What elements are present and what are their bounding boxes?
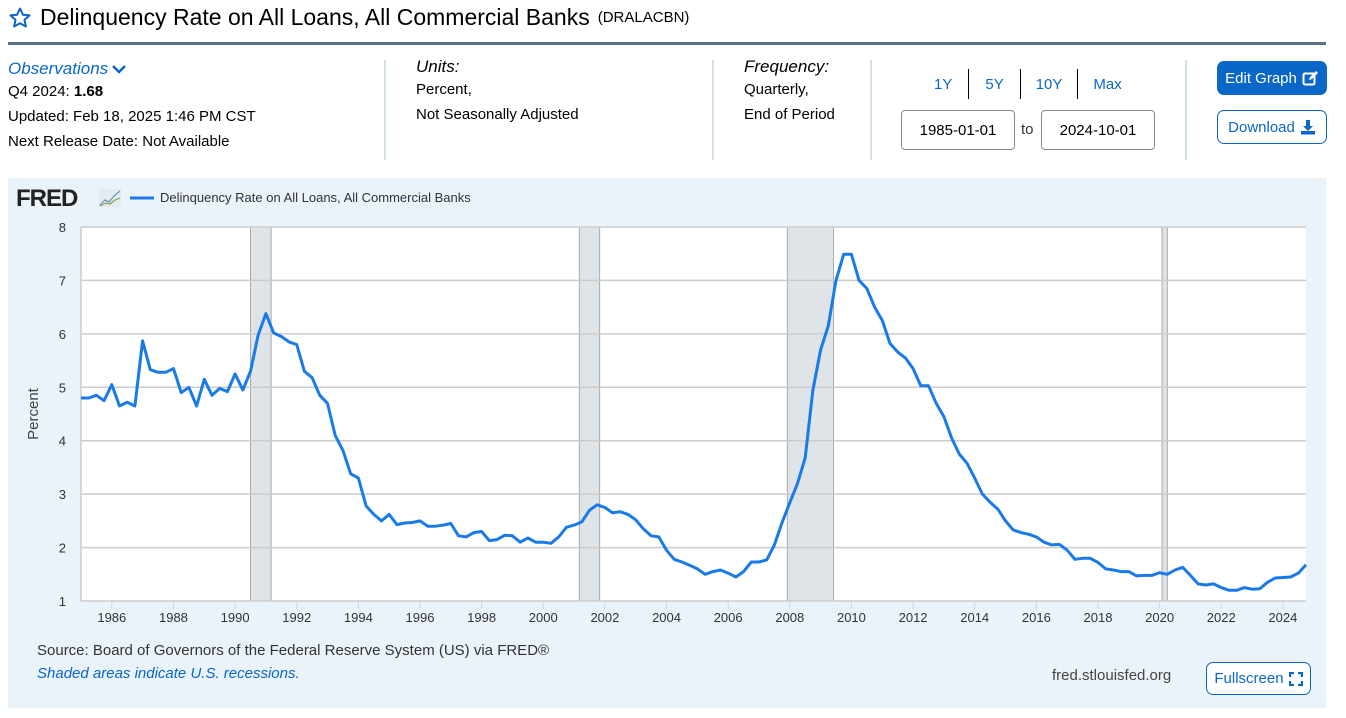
x-tick-label: 2012 <box>899 610 928 625</box>
y-tick-label: 6 <box>59 327 66 342</box>
end-date-input[interactable]: 2024-10-01 <box>1041 110 1155 150</box>
logo-chart-icon <box>99 189 121 207</box>
x-tick-label: 2018 <box>1084 610 1113 625</box>
range-to-label: to <box>1021 121 1034 138</box>
range-max-button[interactable]: Max <box>1093 75 1122 93</box>
latest-period: Q4 2024: <box>8 83 70 100</box>
units-label: Units: <box>416 57 460 76</box>
edit-graph-button[interactable]: Edit Graph <box>1217 61 1327 95</box>
y-tick-label: 5 <box>59 380 66 395</box>
y-axis-label: Percent <box>25 387 42 440</box>
download-icon <box>1300 120 1315 135</box>
range-1y-button[interactable]: 1Y <box>934 75 953 93</box>
x-tick-label: 2014 <box>960 610 989 625</box>
source-note: Source: Board of Governors of the Federa… <box>37 642 550 659</box>
y-tick-label: 7 <box>59 273 66 288</box>
x-tick-label: 2022 <box>1207 610 1236 625</box>
series-line <box>81 252 1308 592</box>
updated-date: Updated: Feb 18, 2025 1:46 PM CST <box>8 108 256 125</box>
divider <box>870 60 872 160</box>
divider <box>712 60 714 160</box>
site-url[interactable]: fred.stlouisfed.org <box>1052 667 1172 684</box>
divider <box>1019 69 1021 99</box>
y-tick-label: 2 <box>59 541 66 556</box>
range-10y-button[interactable]: 10Y <box>1035 75 1063 93</box>
fullscreen-label: Fullscreen <box>1214 670 1284 687</box>
y-tick-label: 3 <box>59 487 66 502</box>
frequency-block: Frequency: Quarterly, End of Period <box>744 57 835 127</box>
download-button[interactable]: Download <box>1217 110 1327 144</box>
x-tick-label: 2010 <box>837 610 866 625</box>
frequency-aggregation: End of Period <box>744 106 835 123</box>
recession-note[interactable]: Shaded areas indicate U.S. recessions. <box>37 665 300 682</box>
recession-shade <box>1162 227 1168 601</box>
x-tick-label: 2006 <box>714 610 743 625</box>
star-icon[interactable] <box>8 6 32 30</box>
x-tick-label: 2020 <box>1145 610 1174 625</box>
chevron-down-icon <box>112 65 127 74</box>
start-date-input[interactable]: 1985-01-01 <box>901 110 1015 150</box>
title-divider <box>8 42 1326 45</box>
x-tick-label: 2016 <box>1022 610 1051 625</box>
units-block: Units: Percent, Not Seasonally Adjusted <box>416 57 579 127</box>
x-tick-label: 1990 <box>221 610 250 625</box>
edit-graph-label: Edit Graph <box>1225 69 1297 87</box>
x-tick-label: 1998 <box>467 610 496 625</box>
divider <box>1077 69 1079 99</box>
next-release: Next Release Date: Not Available <box>8 133 230 150</box>
x-tick-label: 2000 <box>529 610 558 625</box>
divider <box>384 60 386 160</box>
x-tick-label: 2004 <box>652 610 681 625</box>
x-tick-label: 2002 <box>590 610 619 625</box>
observations-toggle[interactable]: Observations <box>8 59 256 79</box>
observations-label: Observations <box>8 59 109 78</box>
range-5y-button[interactable]: 5Y <box>985 75 1004 93</box>
recession-shade <box>250 227 272 601</box>
x-tick-label: 1996 <box>406 610 435 625</box>
fred-logo-text: FRED <box>16 185 78 212</box>
range-buttons: 1Y 5Y 10Y Max <box>918 69 1137 99</box>
frequency-label: Frequency: <box>744 57 830 76</box>
fullscreen-button[interactable]: Fullscreen <box>1206 662 1311 695</box>
x-tick-label: 1988 <box>159 610 188 625</box>
y-tick-label: 1 <box>59 594 66 609</box>
units-value: Percent, <box>416 81 472 98</box>
title-text: Delinquency Rate on All Loans, All Comme… <box>40 4 590 30</box>
series-title: Delinquency Rate on All Loans, All Comme… <box>8 4 689 31</box>
download-label: Download <box>1228 118 1295 136</box>
y-tick-label: 8 <box>59 220 66 235</box>
divider <box>968 69 970 99</box>
plot-area <box>81 227 1306 601</box>
recession-shade <box>579 227 600 601</box>
y-tick-label: 4 <box>59 434 66 449</box>
frequency-value: Quarterly, <box>744 81 809 98</box>
legend-label: Delinquency Rate on All Loans, All Comme… <box>160 190 471 205</box>
latest-value: 1.68 <box>73 83 104 100</box>
x-tick-label: 1986 <box>97 610 126 625</box>
x-tick-label: 1994 <box>344 610 373 625</box>
x-tick-label: 2008 <box>775 610 804 625</box>
x-tick-label: 2024 <box>1268 610 1297 625</box>
edit-icon <box>1302 70 1318 85</box>
observations-block: Observations Q4 2024: 1.68 Updated: Feb … <box>8 59 256 154</box>
series-id: (DRALACBN) <box>597 9 690 26</box>
units-adjustment: Not Seasonally Adjusted <box>416 106 579 123</box>
fred-logo: FRED <box>16 185 121 212</box>
divider <box>1185 60 1187 160</box>
fullscreen-icon <box>1288 671 1303 686</box>
x-tick-label: 1992 <box>282 610 311 625</box>
